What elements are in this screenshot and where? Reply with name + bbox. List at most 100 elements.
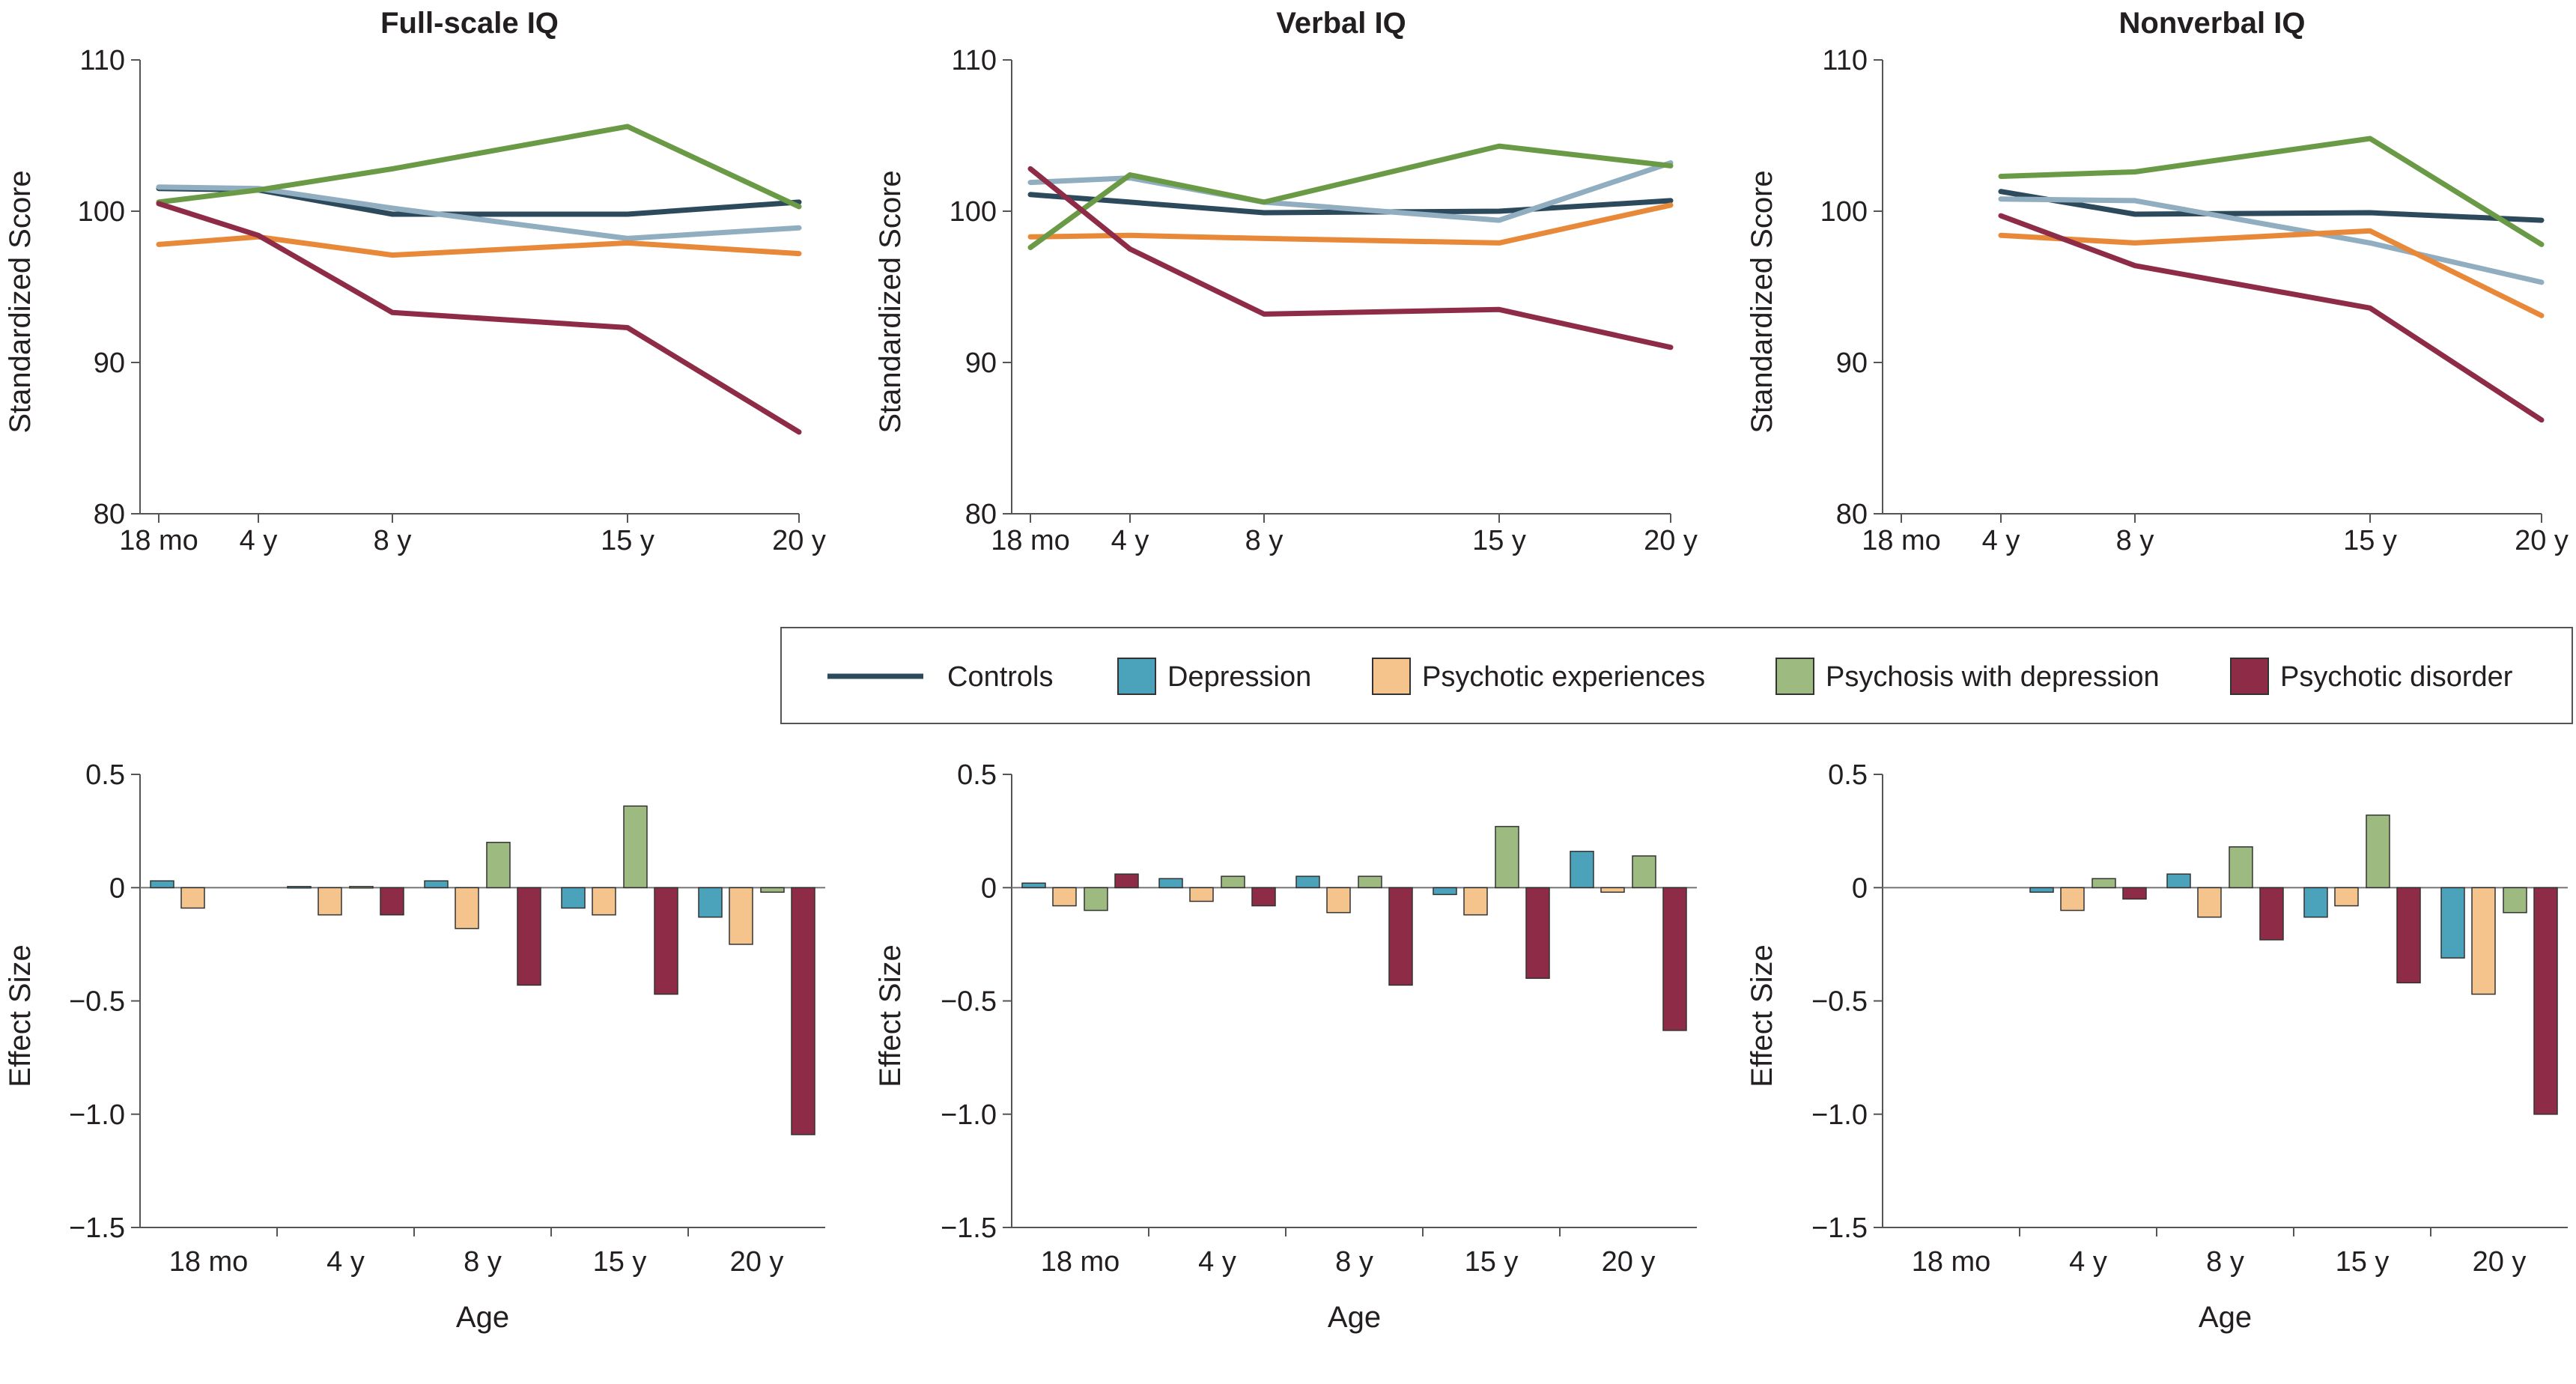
- y-tick-label: −0.5: [941, 986, 997, 1018]
- x-tick-label: 8 y: [374, 525, 412, 556]
- legend-item: Depression: [1117, 658, 1311, 695]
- y-tick-label: −1.5: [69, 1212, 125, 1244]
- series-line-depression: [1998, 196, 2545, 285]
- y-tick-label: 110: [1822, 45, 1868, 76]
- x-tick-label: 8 y: [2206, 1246, 2244, 1278]
- bar-psychosis-with-depression: [1632, 855, 1656, 888]
- legend-label: Controls: [947, 661, 1054, 693]
- y-tick-label: 100: [78, 196, 125, 228]
- x-tick-label: 20 y: [730, 1246, 784, 1278]
- x-tick-label: 18 mo: [991, 525, 1070, 556]
- y-tick-label: 110: [951, 45, 997, 76]
- bar-psychosis-with-depression: [486, 842, 511, 889]
- y-tick-label: 0.5: [957, 759, 997, 791]
- bar-psychotic-experiences: [2334, 887, 2359, 907]
- y-tick-label: 90: [1836, 347, 1868, 379]
- x-tick-label: 20 y: [772, 525, 826, 556]
- bar-depression: [1021, 882, 1046, 888]
- y-tick-label: −1.0: [69, 1099, 125, 1131]
- legend-item: Psychosis with depression: [1775, 658, 2160, 695]
- bar-psychotic-disorder: [791, 887, 815, 1135]
- x-tick-label: 18 mo: [1912, 1246, 1991, 1278]
- legend-label: Psychotic disorder: [2280, 661, 2513, 693]
- y-axis-label: Effect Size: [4, 944, 37, 1087]
- series-line-psychotic-experiences: [156, 234, 802, 258]
- legend-box-swatch: [1372, 658, 1411, 695]
- bar-depression: [698, 887, 723, 918]
- series-line-psychotic-experiences: [1027, 202, 1674, 246]
- y-tick-label: 110: [79, 45, 125, 76]
- bar-psychosis-with-depression: [1495, 825, 1519, 889]
- x-tick-label: 4 y: [326, 1246, 365, 1278]
- legend-box: [780, 627, 2573, 724]
- bar-psychotic-disorder: [1662, 887, 1687, 1031]
- series-line-psychosis-with-depression: [1998, 136, 2545, 247]
- x-tick-label: 4 y: [1982, 525, 2020, 556]
- bar-psychotic-experiences: [455, 887, 479, 929]
- panel-title: Full-scale IQ: [380, 7, 559, 40]
- x-tick-label: 18 mo: [169, 1246, 249, 1278]
- x-tick-label: 15 y: [601, 525, 654, 556]
- x-tick-label: 18 mo: [1041, 1246, 1120, 1278]
- series-line-psychotic-disorder: [1027, 166, 1674, 350]
- bar-psychosis-with-depression: [1358, 875, 1382, 888]
- bar-depression: [1433, 887, 1457, 896]
- x-axis-label: Age: [456, 1301, 509, 1334]
- bar-depression: [2303, 887, 2328, 918]
- x-tick-label: 15 y: [1465, 1246, 1519, 1278]
- bar-psychosis-with-depression: [349, 885, 374, 889]
- bar-psychotic-disorder: [1388, 887, 1413, 986]
- y-tick-label: 90: [965, 347, 997, 379]
- bar-psychotic-experiences: [1326, 887, 1351, 914]
- y-tick-label: −1.0: [941, 1099, 997, 1131]
- x-tick-label: 8 y: [2116, 525, 2154, 556]
- panel-title: Nonverbal IQ: [2119, 7, 2306, 40]
- bar-psychotic-disorder: [654, 887, 678, 995]
- bar-psychotic-experiences: [729, 887, 753, 945]
- bar-psychotic-experiences: [2197, 887, 2222, 918]
- x-tick-label: 20 y: [2473, 1246, 2527, 1278]
- bar-psychotic-disorder: [1525, 887, 1550, 980]
- legend-label: Psychotic experiences: [1422, 661, 1705, 693]
- y-axis-label: Standardized Score: [1746, 170, 1778, 433]
- series-line-psychosis-with-depression: [156, 124, 802, 210]
- x-tick-label: 15 y: [1472, 525, 1526, 556]
- x-tick-label: 18 mo: [119, 525, 198, 556]
- y-tick-label: −1.0: [1811, 1099, 1868, 1131]
- y-axis-label: Standardized Score: [874, 170, 907, 433]
- x-tick-label: 8 y: [464, 1246, 502, 1278]
- bar-depression: [2029, 887, 2054, 893]
- bar-psychotic-experiences: [1463, 887, 1488, 916]
- bar-depression: [2440, 887, 2465, 959]
- line-chart-panels: Full-scale IQ 80 90 100 110 18 mo 4 y 8 y 15 y 20…: [4, 7, 2569, 556]
- x-tick-label: 20 y: [2515, 525, 2569, 556]
- y-tick-label: 80: [94, 499, 125, 530]
- bar-psychotic-experiences: [1600, 887, 1625, 893]
- y-tick-label: 90: [94, 347, 125, 379]
- bar-psychotic-experiences: [2471, 887, 2496, 995]
- bar-psychosis-with-depression: [2503, 887, 2527, 914]
- series-line-psychotic-disorder: [1998, 213, 2545, 423]
- y-tick-label: −0.5: [1811, 986, 1868, 1018]
- legend-label: Depression: [1167, 661, 1311, 693]
- bar-panel-3: 0.5 0 −0.5 −1.0 −1.5 18 mo 4 y 8 y 15 y 20 y Age Ef…: [1746, 759, 2568, 1334]
- x-tick-label: 15 y: [593, 1246, 647, 1278]
- y-tick-label: −1.5: [1811, 1212, 1868, 1244]
- x-axis-label: Age: [1328, 1301, 1381, 1334]
- bar-depression: [561, 887, 586, 909]
- y-tick-label: 0: [981, 872, 997, 904]
- bar-psychotic-disorder: [1114, 873, 1139, 889]
- bar-psychotic-experiences: [1189, 887, 1214, 902]
- x-tick-label: 18 mo: [1862, 525, 1941, 556]
- y-tick-label: 80: [965, 499, 997, 530]
- y-tick-label: 0.5: [1828, 759, 1868, 791]
- bar-panel-1: 0.5 0 −0.5 −1.0 −1.5 18 mo 4 y 8 y 15 y 20 y Age Ef…: [4, 759, 825, 1334]
- x-tick-label: 4 y: [240, 525, 278, 556]
- bar-psychotic-disorder: [380, 887, 404, 916]
- x-tick-label: 8 y: [1245, 525, 1284, 556]
- y-tick-label: 100: [950, 196, 997, 228]
- bar-chart-panels: 0.5 0 −0.5 −1.0 −1.5 18 mo 4 y 8 y 15 y 20 y Age Ef…: [4, 759, 2568, 1334]
- x-axis-label: Age: [2199, 1301, 2252, 1334]
- x-tick-label: 4 y: [1198, 1246, 1236, 1278]
